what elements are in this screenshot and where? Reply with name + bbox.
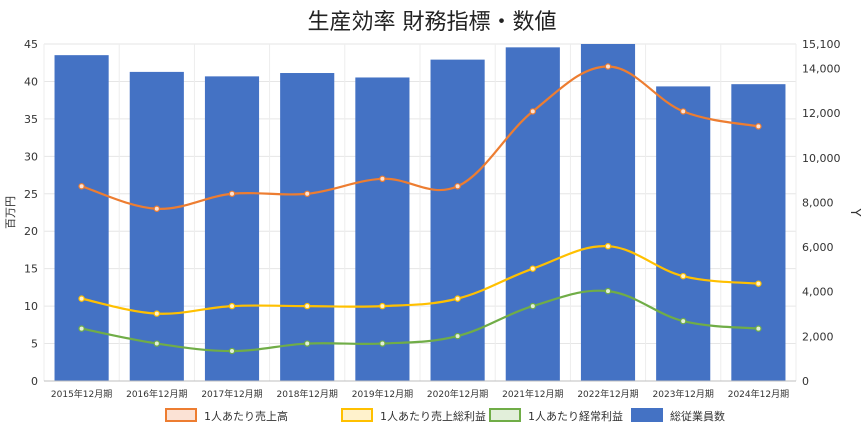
right-tick-label: 14,000: [802, 63, 841, 76]
legend-layer: 1人あたり売上高 1人あたり売上総利益 1人あたり経常利益 総従業員数: [165, 408, 725, 423]
left-tick-label: 45: [24, 38, 38, 51]
series-point-2: [529, 265, 537, 272]
series-point-1: [304, 190, 311, 197]
series-line-3: [81, 289, 759, 353]
series-point-2: [228, 302, 236, 310]
right-tick-label: 15,100: [802, 38, 841, 51]
x-tick-label: 2021年12月期: [502, 388, 563, 400]
series-point-2: [680, 272, 687, 280]
x-tick-label: 2024年12月期: [728, 388, 789, 400]
series-line-1: [81, 65, 759, 210]
series-point-2: [78, 295, 85, 302]
x-tick-label: 2016年12月期: [126, 388, 187, 400]
series-point-3: [153, 340, 160, 347]
x-tick-label: 2020年12月期: [427, 388, 488, 400]
x-tick-label: 2022年12月期: [577, 388, 638, 400]
right-tick-label: 6,000: [802, 241, 834, 254]
series-point-1: [680, 108, 687, 115]
legend-label: 総従業員数: [670, 409, 725, 423]
legend-label: 1人あたり売上総利益: [380, 409, 486, 423]
x-tick-label: 2023年12月期: [653, 388, 714, 400]
x-tick-label: 2018年12月期: [277, 388, 338, 400]
bar-employees: [430, 59, 485, 381]
bar-employees: [204, 76, 260, 381]
series-point-1: [78, 183, 85, 190]
bar-employees: [505, 47, 560, 381]
series-point-2: [604, 242, 612, 250]
series-point-3: [78, 325, 85, 332]
right-tick-label: 12,000: [802, 107, 841, 120]
legend-swatch: [489, 408, 521, 422]
series-point-2: [454, 295, 461, 302]
left-tick-label: 10: [24, 300, 38, 313]
series-point-2: [304, 302, 311, 310]
legend-label: 1人あたり売上高: [204, 409, 288, 423]
bar-employees: [580, 44, 636, 381]
bar-employees: [129, 71, 184, 382]
x-tick-label: 2019年12月期: [352, 388, 413, 400]
series-point-3: [529, 302, 537, 310]
left-tick-label: 15: [24, 263, 38, 276]
left-tick-label: 5: [31, 338, 38, 351]
series-point-1: [153, 205, 160, 212]
legend-label: 1人あたり経常利益: [528, 409, 623, 423]
right-tick-label: 4,000: [802, 286, 834, 299]
series-point-2: [755, 280, 762, 287]
bar-employees: [355, 77, 410, 382]
series-point-3: [680, 317, 687, 325]
right-tick-label: 10,000: [802, 152, 841, 165]
bar-employees: [280, 73, 335, 381]
series-point-3: [604, 287, 612, 295]
left-tick-label: 25: [24, 188, 38, 201]
series-point-1: [529, 108, 537, 115]
axis-layer: 0 5 10 15 20 25 30 35 40 45 0 2,000 4,000 6,000 8,000 1…: [4, 38, 862, 400]
line-layer: [78, 63, 762, 355]
series-line-2: [81, 245, 759, 315]
bar-employees: [656, 86, 711, 381]
x-tick-label: 2017年12月期: [201, 388, 262, 400]
legend-swatch: [165, 408, 197, 422]
series-point-1: [755, 123, 762, 130]
right-tick-label: 0: [802, 375, 809, 388]
left-tick-label: 0: [31, 375, 38, 388]
legend-swatch: [631, 408, 663, 422]
series-point-2: [153, 310, 160, 317]
left-tick-label: 30: [24, 150, 38, 163]
series-point-3: [228, 347, 236, 355]
right-axis-title: Y: [847, 208, 862, 217]
bar-layer: [54, 44, 786, 382]
series-point-1: [604, 63, 612, 70]
left-axis-title: 百万円: [4, 196, 17, 229]
left-tick-label: 40: [24, 75, 38, 88]
left-tick-label: 20: [24, 225, 38, 238]
series-point-2: [379, 302, 386, 310]
series-point-1: [228, 190, 236, 197]
series-point-3: [454, 332, 461, 340]
chart-title: 生産効率 財務指標・数値: [307, 10, 557, 35]
series-point-1: [454, 183, 461, 190]
series-point-3: [304, 340, 311, 347]
left-tick-label: 35: [24, 113, 38, 126]
legend-swatch: [341, 408, 373, 422]
x-tick-label: 2015年12月期: [51, 388, 112, 400]
series-point-1: [379, 175, 386, 182]
right-tick-label: 2,000: [802, 330, 834, 343]
series-point-3: [755, 325, 762, 332]
series-point-3: [379, 340, 386, 347]
right-tick-label: 8,000: [802, 196, 834, 209]
